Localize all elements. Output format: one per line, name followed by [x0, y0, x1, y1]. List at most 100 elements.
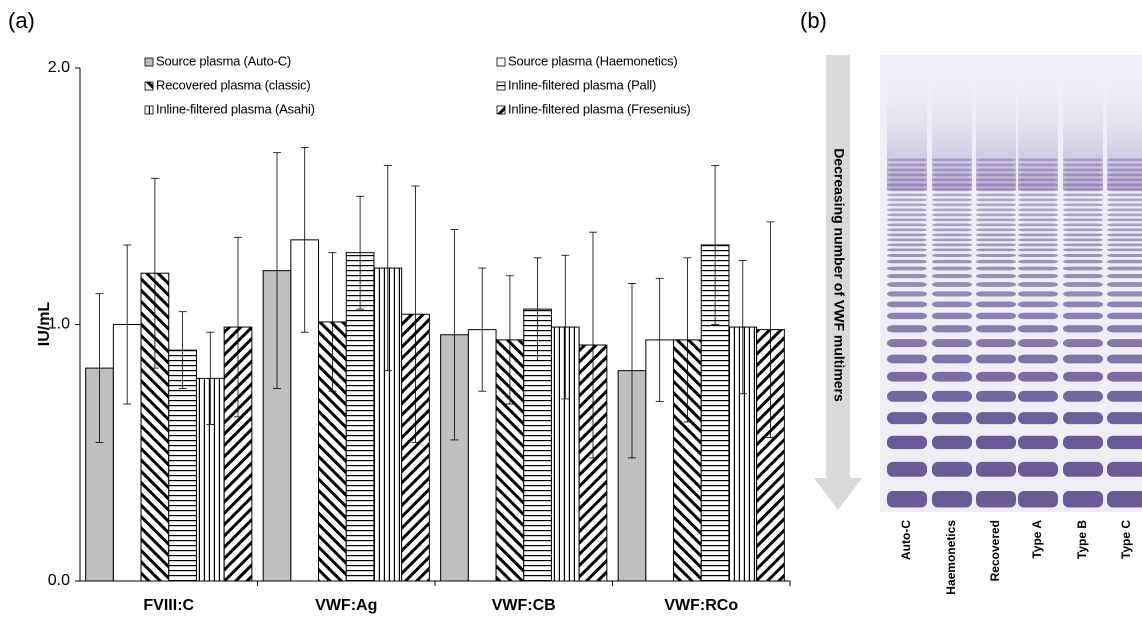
gel-band	[932, 234, 972, 237]
gel-band	[976, 209, 1016, 212]
gel-band	[976, 260, 1016, 263]
gel-band	[1018, 189, 1058, 192]
gel-band	[932, 267, 972, 271]
gel-band	[932, 164, 972, 167]
gel-band	[1107, 412, 1142, 424]
gel-band	[887, 355, 927, 364]
gel-band	[1107, 234, 1142, 237]
gel-band	[932, 274, 972, 278]
gel-band	[976, 491, 1016, 508]
y-tick-label: 1.0	[48, 316, 70, 333]
gel-band	[1107, 313, 1142, 319]
gel-band	[1107, 372, 1142, 382]
gel-band	[1107, 291, 1142, 296]
gel-band	[976, 291, 1016, 296]
gel-band	[932, 199, 972, 202]
gel-band	[1063, 491, 1103, 508]
panel-label: (b)	[800, 8, 827, 33]
gel-band	[1107, 174, 1142, 177]
gel-band	[932, 254, 972, 257]
gel-band	[1107, 339, 1142, 347]
gel-band	[1107, 301, 1142, 307]
gel-band	[976, 244, 1016, 247]
gel-band	[887, 204, 927, 207]
legend-swatch	[145, 82, 153, 90]
gel-band	[1063, 313, 1103, 319]
gel-band	[1018, 391, 1058, 402]
gel-band	[976, 282, 1016, 287]
gel-band	[1018, 244, 1058, 247]
gel-band	[1018, 214, 1058, 217]
legend-label: Inline-filtered plasma (Pall)	[508, 77, 656, 92]
gel-band	[976, 325, 1016, 332]
gel-band	[887, 214, 927, 217]
gel-band	[887, 189, 927, 192]
gel-band	[932, 169, 972, 172]
gel-band	[976, 254, 1016, 257]
x-tick-label: FVIII:C	[143, 597, 194, 614]
figure: (a) (b) IU/mL Decreasing number of VWF m…	[0, 0, 1142, 621]
gel-band	[976, 219, 1016, 222]
gel-band	[1063, 159, 1103, 162]
gel-band	[932, 372, 972, 382]
gel-band	[1018, 436, 1058, 449]
x-tick-label: VWF:CB	[492, 597, 556, 614]
gel-band	[887, 159, 927, 162]
gel-band	[1018, 491, 1058, 508]
gel-band	[932, 436, 972, 449]
gel-band	[1018, 462, 1058, 477]
gel-band	[932, 184, 972, 187]
gel-band	[887, 229, 927, 232]
gel-band	[932, 219, 972, 222]
gel-band	[932, 249, 972, 252]
gel-band	[887, 244, 927, 247]
lane-label: Recovered	[988, 520, 1002, 581]
y-tick-label: 2.0	[48, 59, 70, 76]
gel-band	[1063, 239, 1103, 242]
gel-band	[932, 214, 972, 217]
gel-band	[1018, 412, 1058, 424]
gel-band	[887, 224, 927, 227]
gel-band	[1018, 355, 1058, 364]
gel-band	[1063, 234, 1103, 237]
gel-band	[887, 325, 927, 332]
gel-band	[976, 301, 1016, 307]
gel-band	[976, 169, 1016, 172]
gel-band	[1063, 244, 1103, 247]
gel-band	[976, 234, 1016, 237]
gel-band	[932, 224, 972, 227]
gel-band	[1063, 254, 1103, 257]
gel-band	[976, 184, 1016, 187]
gel-band	[1063, 436, 1103, 449]
gel-band	[1063, 224, 1103, 227]
gel-band	[976, 179, 1016, 182]
lane-label: Type B	[1075, 520, 1089, 559]
gel-band	[932, 159, 972, 162]
gel-band	[887, 274, 927, 278]
legend-label: Inline-filtered plasma (Fresenius)	[508, 101, 691, 116]
gel-band	[1063, 209, 1103, 212]
y-tick-label: 0.0	[48, 572, 70, 589]
gel-band	[1063, 391, 1103, 402]
gel-band	[1018, 274, 1058, 278]
gel-band	[1063, 249, 1103, 252]
arrow-label: Decreasing number of VWF multimers	[831, 148, 847, 402]
gel-band	[1063, 169, 1103, 172]
gel-band	[976, 412, 1016, 424]
gel-band	[887, 436, 927, 449]
gel-band	[887, 179, 927, 182]
gel-band	[976, 436, 1016, 449]
gel-band	[1107, 274, 1142, 278]
gel-band	[1018, 301, 1058, 307]
gel-band	[1018, 174, 1058, 177]
gel-band	[932, 301, 972, 307]
gel-band	[1107, 219, 1142, 222]
gel-band	[976, 164, 1016, 167]
gel-band	[1107, 184, 1142, 187]
gel-band	[887, 169, 927, 172]
gel-band	[1063, 325, 1103, 332]
gel-band	[1018, 199, 1058, 202]
gel-band	[1018, 339, 1058, 347]
gel-band	[932, 194, 972, 197]
gel-band	[1063, 291, 1103, 296]
